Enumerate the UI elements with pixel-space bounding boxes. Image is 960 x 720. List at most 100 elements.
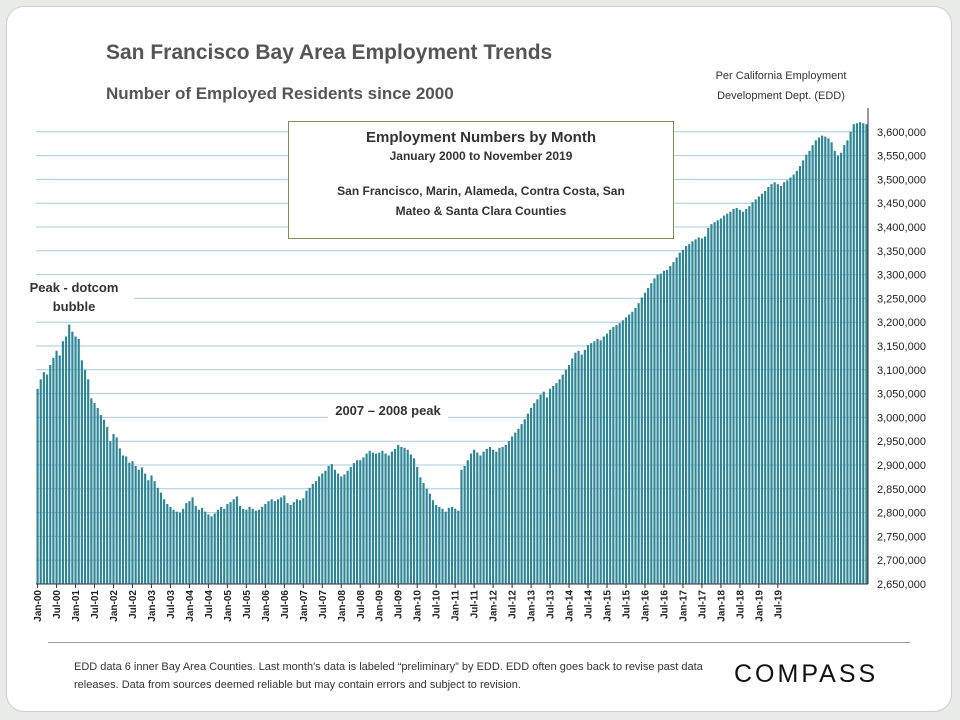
bar: [175, 511, 178, 584]
bar: [387, 455, 390, 584]
x-tick-label: Jan-05: [223, 590, 234, 622]
bar: [795, 170, 798, 584]
bar: [703, 236, 707, 584]
bar: [115, 437, 118, 584]
bar: [523, 419, 526, 584]
y-tick-label: 2,900,000: [877, 460, 926, 472]
footer-divider: [48, 642, 910, 643]
bar: [400, 446, 403, 584]
bar: [640, 297, 643, 584]
bar: [447, 507, 450, 584]
bar: [45, 374, 49, 584]
bar: [188, 501, 191, 584]
bar: [859, 122, 862, 584]
x-tick-label: Jan-06: [261, 590, 272, 622]
bar: [805, 154, 808, 584]
bar: [757, 196, 760, 584]
bar: [137, 469, 140, 584]
bar: [707, 227, 710, 584]
bar: [656, 274, 659, 584]
x-tick-label: Jul-03: [166, 590, 177, 619]
bar: [862, 123, 865, 585]
bar: [476, 452, 479, 584]
bar: [384, 453, 387, 584]
bar: [498, 447, 501, 584]
bar: [688, 244, 691, 585]
y-tick-label: 3,100,000: [877, 365, 926, 377]
y-tick-label: 2,750,000: [877, 531, 926, 543]
bar: [90, 398, 93, 584]
bar: [783, 182, 786, 585]
bar: [726, 213, 729, 584]
bar: [71, 331, 74, 584]
x-tick-label: Jul-07: [318, 590, 329, 619]
x-tick-label: Jan-19: [754, 590, 765, 622]
bar: [245, 509, 248, 584]
y-tick-label: 3,600,000: [877, 127, 926, 139]
bar: [741, 211, 745, 584]
bar: [802, 160, 805, 585]
bar: [659, 273, 662, 584]
bar: [216, 509, 219, 584]
bar: [840, 152, 843, 584]
bar: [428, 493, 431, 584]
bar: [352, 463, 356, 584]
compass-logo: COMPASS: [734, 660, 879, 688]
x-tick-label: Jul-17: [697, 590, 708, 619]
bar: [58, 355, 61, 584]
bar: [362, 457, 365, 584]
bar: [147, 480, 150, 584]
bar: [403, 447, 406, 584]
bar: [210, 516, 213, 584]
bar: [561, 374, 564, 584]
bar: [327, 465, 330, 584]
bar: [435, 504, 438, 584]
bar: [495, 451, 498, 584]
bar: [672, 262, 675, 584]
bar: [548, 388, 552, 584]
bar: [776, 184, 779, 584]
bar: [789, 177, 792, 584]
bar: [242, 508, 245, 584]
bar: [261, 506, 264, 584]
x-tick-label: Jul-13: [546, 590, 557, 619]
bar: [299, 500, 302, 584]
x-tick-label: Jan-00: [33, 590, 44, 622]
bar: [764, 190, 767, 584]
bar: [681, 249, 685, 584]
bar: [760, 193, 764, 584]
x-tick-label: Jan-14: [565, 590, 576, 622]
bar: [83, 369, 87, 584]
bar: [232, 499, 235, 584]
x-tick-label: Jul-16: [659, 590, 670, 619]
x-tick-label: Jan-04: [185, 590, 196, 622]
y-tick-label: 2,850,000: [877, 484, 926, 496]
bar: [419, 477, 422, 584]
bar: [349, 466, 352, 584]
bar: [87, 379, 90, 584]
bar: [596, 338, 599, 584]
x-tick-label: Jul-18: [735, 590, 746, 619]
bar: [479, 455, 482, 584]
dotcom-peak-annotation: Peak - dotcom bubble: [14, 278, 134, 316]
bar: [219, 506, 223, 584]
x-tick-label: Jul-08: [356, 590, 367, 619]
bar: [580, 354, 583, 584]
bar: [226, 504, 229, 584]
bar: [836, 155, 840, 584]
bar: [454, 508, 457, 584]
bar: [514, 432, 517, 584]
x-tick-label: Jan-15: [603, 590, 614, 622]
bar: [254, 510, 257, 584]
bar: [593, 341, 596, 584]
bar: [99, 415, 102, 584]
bar: [843, 145, 846, 585]
bar: [438, 506, 441, 584]
bar: [368, 450, 371, 584]
bar: [507, 441, 511, 584]
x-tick-label: Jan-11: [451, 590, 462, 622]
bar: [694, 239, 697, 584]
bar: [732, 208, 735, 585]
bar: [779, 186, 783, 584]
bar: [811, 145, 814, 585]
